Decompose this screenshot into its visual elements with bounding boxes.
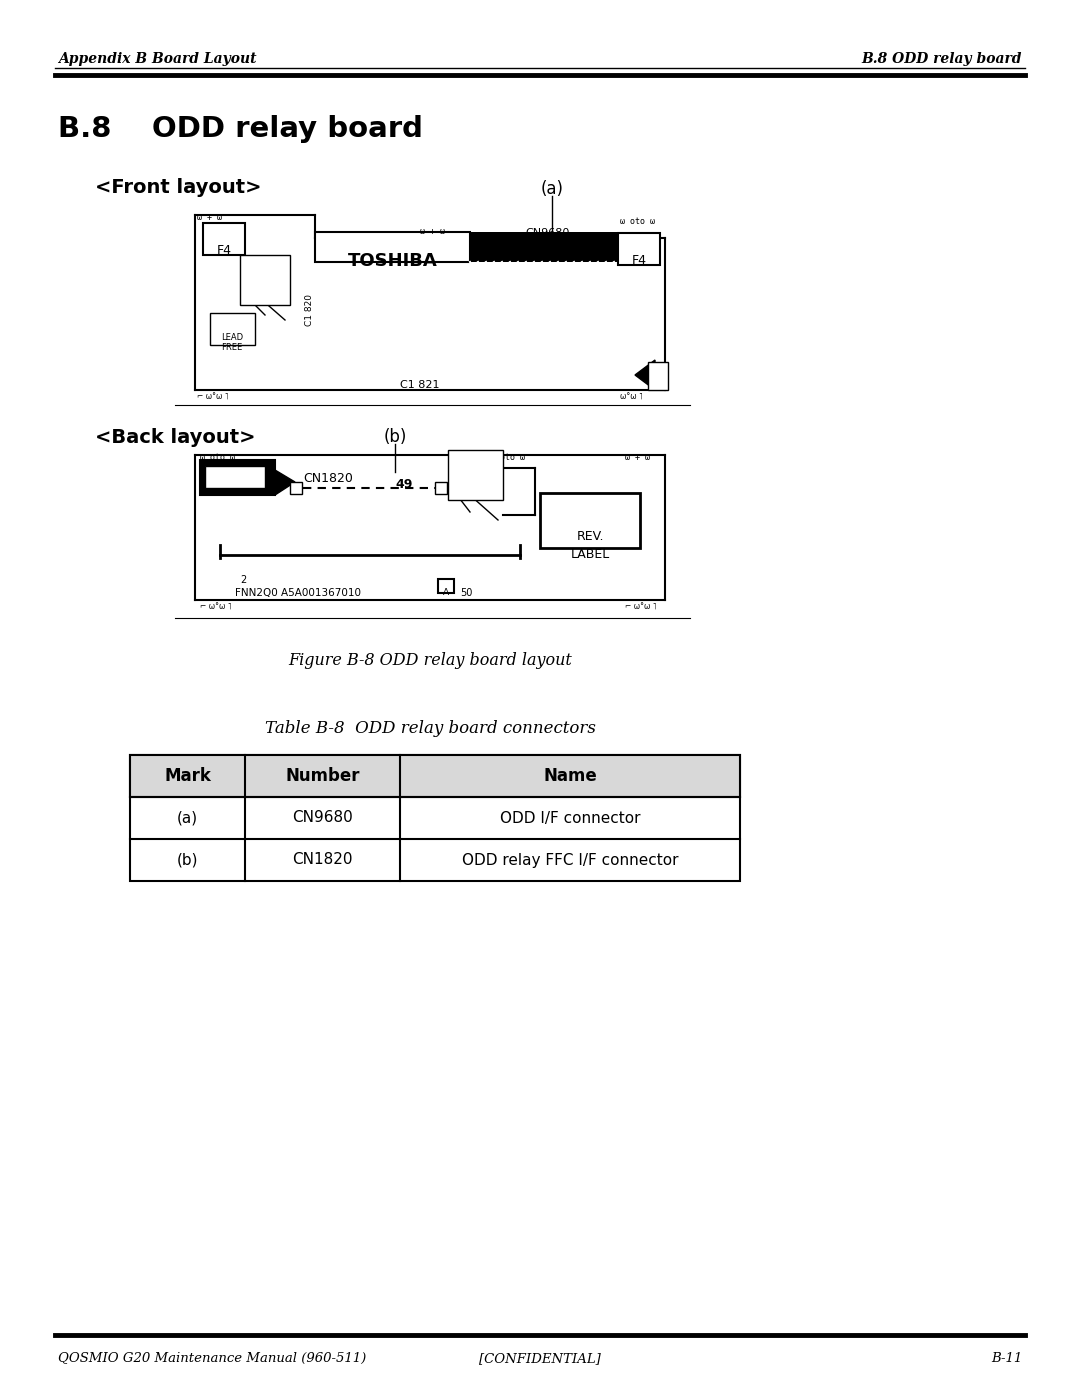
Text: <Back layout>: <Back layout>: [95, 427, 256, 447]
Text: CN1820: CN1820: [303, 472, 353, 485]
Text: (a): (a): [177, 810, 198, 826]
Text: CN9680: CN9680: [526, 228, 570, 237]
Text: QOSMIO G20 Maintenance Manual (960-511): QOSMIO G20 Maintenance Manual (960-511): [58, 1352, 366, 1365]
Text: ω°ω ˥: ω°ω ˥: [620, 393, 643, 402]
Bar: [315, 232, 470, 263]
Text: ω oto ω: ω oto ω: [490, 453, 525, 462]
Bar: [438, 578, 454, 592]
Bar: [203, 224, 245, 256]
Bar: [435, 482, 447, 495]
Text: Appendix B Board Layout: Appendix B Board Layout: [58, 52, 257, 66]
Bar: [448, 450, 503, 500]
Text: (a): (a): [540, 180, 564, 198]
Bar: [130, 754, 740, 798]
Bar: [210, 313, 255, 345]
Text: 2: 2: [240, 576, 246, 585]
Text: ω + ω: ω + ω: [625, 453, 650, 462]
Text: A: A: [443, 588, 449, 597]
Text: ω oto ω: ω oto ω: [200, 453, 235, 462]
Polygon shape: [635, 360, 654, 390]
Text: Number: Number: [285, 767, 360, 785]
Text: [CONFIDENTIAL]: [CONFIDENTIAL]: [480, 1352, 600, 1365]
Text: Mark: Mark: [164, 767, 211, 785]
Bar: [205, 467, 265, 488]
Text: (b): (b): [177, 852, 199, 868]
Text: ⌐ ω°ω ˥: ⌐ ω°ω ˥: [625, 604, 657, 612]
Text: C1 821: C1 821: [401, 380, 440, 390]
Bar: [130, 754, 740, 798]
Text: B.8    ODD relay board: B.8 ODD relay board: [58, 115, 423, 142]
Bar: [291, 482, 302, 495]
Bar: [618, 233, 660, 265]
Bar: [205, 467, 265, 488]
Bar: [470, 232, 645, 263]
Text: ω + ω: ω + ω: [197, 212, 222, 222]
Text: REV.: REV.: [577, 529, 604, 543]
Bar: [240, 256, 291, 305]
Text: C1 820: C1 820: [306, 293, 314, 326]
Text: B-11: B-11: [990, 1352, 1022, 1365]
Text: ω + ω: ω + ω: [420, 226, 445, 236]
Bar: [648, 362, 669, 390]
Text: CN9680: CN9680: [292, 810, 353, 826]
Text: ODD relay FFC I/F connector: ODD relay FFC I/F connector: [462, 852, 678, 868]
Text: ω oto ω: ω oto ω: [620, 217, 654, 226]
Text: F4: F4: [216, 244, 231, 257]
Text: Figure B-8 ODD relay board layout: Figure B-8 ODD relay board layout: [288, 652, 572, 669]
Text: ⌐ ω°ω ˥: ⌐ ω°ω ˥: [200, 604, 231, 612]
Bar: [130, 754, 740, 882]
Polygon shape: [275, 469, 295, 495]
Text: Name: Name: [543, 767, 597, 785]
Text: LEAD
FREE: LEAD FREE: [221, 332, 243, 352]
Text: CN1820: CN1820: [293, 852, 353, 868]
Text: TOSHIBA: TOSHIBA: [348, 251, 437, 270]
Text: FNN2Q0 A5A001367010: FNN2Q0 A5A001367010: [235, 588, 361, 598]
Text: B.8 ODD relay board: B.8 ODD relay board: [862, 52, 1022, 66]
Text: F4: F4: [632, 254, 647, 267]
Text: 49: 49: [395, 478, 413, 490]
Text: (b): (b): [383, 427, 407, 446]
Bar: [540, 493, 640, 548]
Bar: [200, 460, 275, 495]
Text: ⌐ ω°ω ˥: ⌐ ω°ω ˥: [197, 393, 229, 402]
Text: Table B-8  ODD relay board connectors: Table B-8 ODD relay board connectors: [265, 719, 595, 738]
Text: 50: 50: [460, 588, 472, 598]
Text: <Front layout>: <Front layout>: [95, 177, 261, 197]
Text: ODD I/F connector: ODD I/F connector: [500, 810, 640, 826]
Text: LABEL: LABEL: [570, 548, 609, 562]
